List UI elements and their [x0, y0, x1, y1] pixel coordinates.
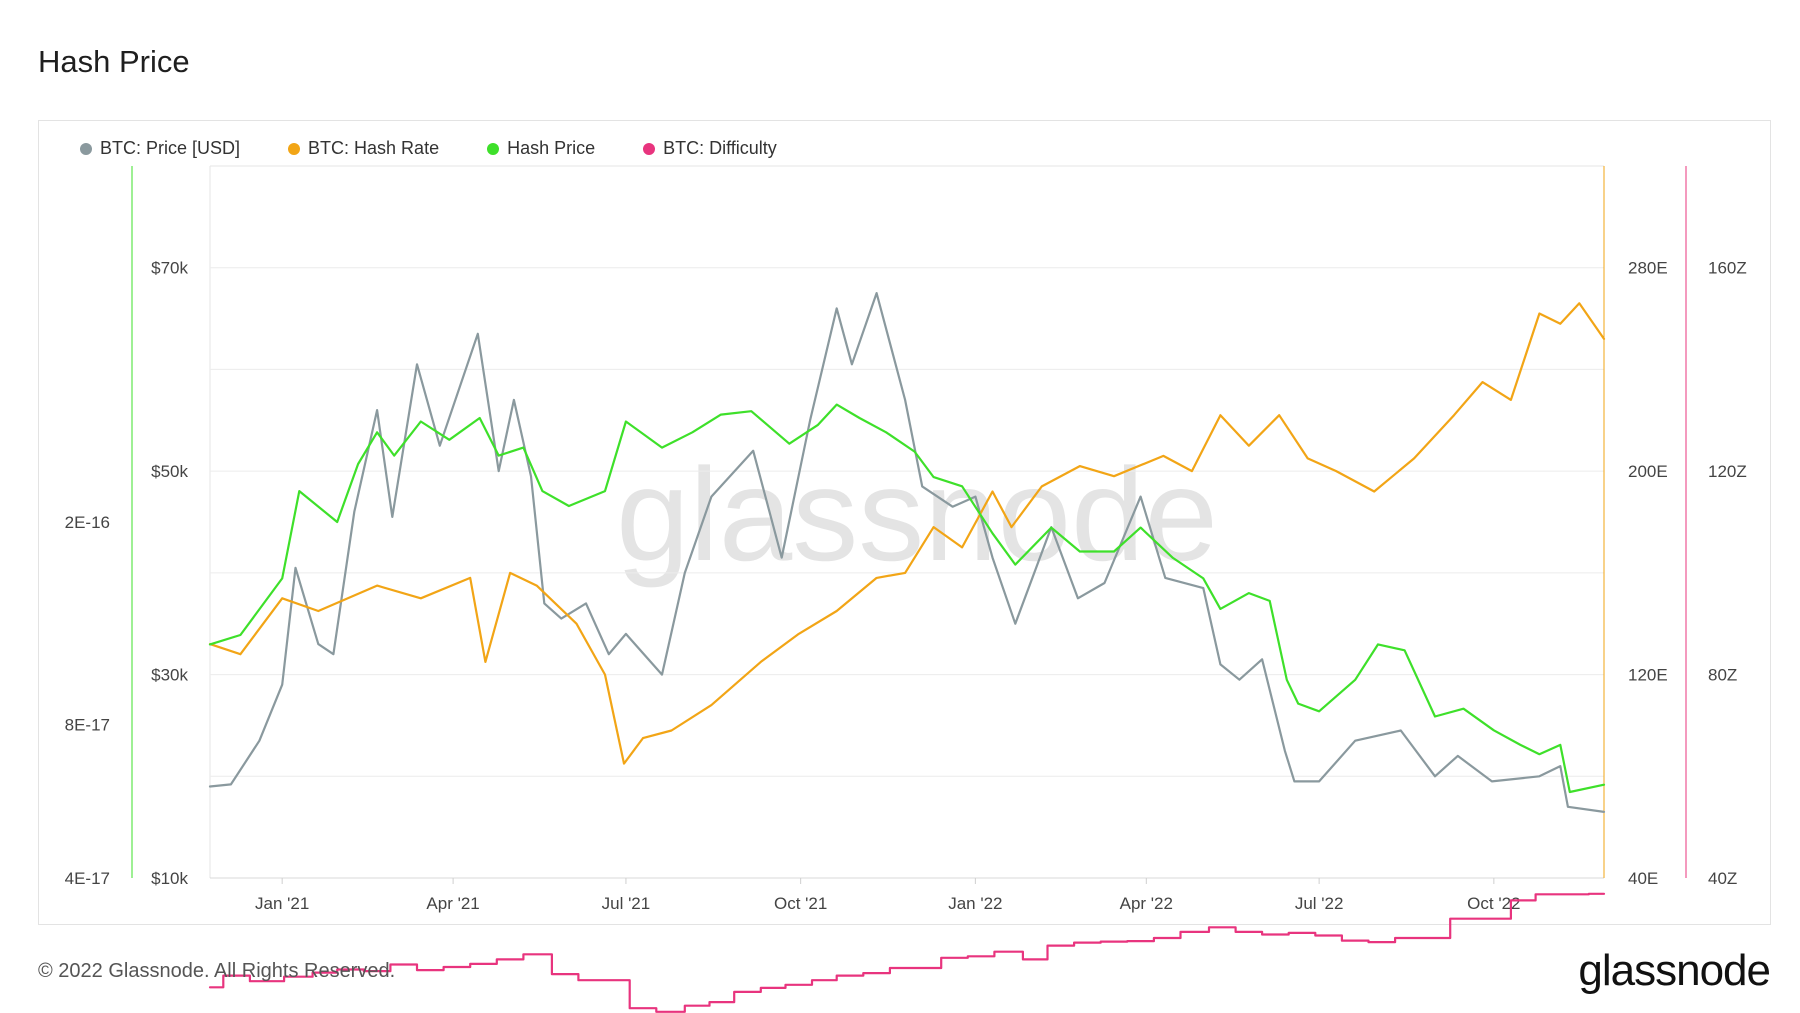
legend-dot-price — [80, 142, 92, 155]
difficulty-tick-label-2: 120Z — [1708, 462, 1747, 481]
series-difficulty-line — [208, 892, 1606, 1013]
page-title: Hash Price — [38, 44, 190, 79]
hashprice-tick-label-0: 4E-17 — [65, 869, 110, 888]
legend-dot-hashprice — [487, 142, 500, 155]
hashprice-tick-label-1: 8E-17 — [65, 716, 110, 735]
x-tick-label-2: Jul '21 — [602, 894, 651, 913]
hashrate-tick-label-3: 280E — [1628, 259, 1668, 278]
hashrate-tick-label-1: 120E — [1628, 666, 1668, 685]
legend-label-hashprice: Hash Price — [507, 138, 596, 158]
price-tick-label-2: $50k — [151, 462, 188, 481]
difficulty-tick-label-0: 40Z — [1708, 869, 1737, 888]
legend-dot-hashrate — [288, 142, 301, 155]
legend-item-price[interactable]: BTC: Price [USD] — [80, 138, 240, 159]
price-tick-label-3: $70k — [151, 259, 188, 278]
legend-item-hashprice[interactable]: Hash Price — [487, 138, 595, 159]
series-hashrate-line — [208, 302, 1606, 765]
legend-label-hashrate: BTC: Hash Rate — [308, 138, 440, 158]
x-tick-label-4: Jan '22 — [948, 894, 1002, 913]
price-tick-label-0: $10k — [151, 869, 188, 888]
x-tick-label-0: Jan '21 — [255, 894, 309, 913]
legend-label-price: BTC: Price [USD] — [100, 138, 241, 158]
legend-dot-difficulty — [643, 142, 656, 155]
x-tick-label-6: Jul '22 — [1295, 894, 1344, 913]
x-tick-label-5: Apr '22 — [1120, 894, 1173, 913]
brand-logo: glassnode — [1578, 946, 1771, 995]
price-tick-label-1: $30k — [151, 666, 188, 685]
series-hashprice-line — [208, 403, 1606, 794]
x-tick-label-7: Oct '22 — [1467, 894, 1520, 913]
legend-label-difficulty: BTC: Difficulty — [663, 138, 777, 158]
legend-item-hashrate[interactable]: BTC: Hash Rate — [288, 138, 439, 159]
chart-legend: BTC: Price [USD] BTC: Hash Rate Hash Pri… — [80, 138, 825, 159]
series-price-line — [208, 292, 1606, 813]
legend-item-difficulty[interactable]: BTC: Difficulty — [643, 138, 777, 159]
footer-copyright: © 2022 Glassnode. All Rights Reserved. — [38, 960, 396, 982]
hashrate-tick-label-0: 40E — [1628, 869, 1658, 888]
x-tick-label-3: Oct '21 — [774, 894, 827, 913]
difficulty-tick-label-3: 160Z — [1708, 259, 1747, 278]
x-tick-label-1: Apr '21 — [426, 894, 479, 913]
hashrate-tick-label-2: 200E — [1628, 462, 1668, 481]
chart-panel — [38, 120, 1771, 925]
difficulty-tick-label-1: 80Z — [1708, 666, 1737, 685]
hashprice-tick-label-2: 2E-16 — [65, 513, 110, 532]
